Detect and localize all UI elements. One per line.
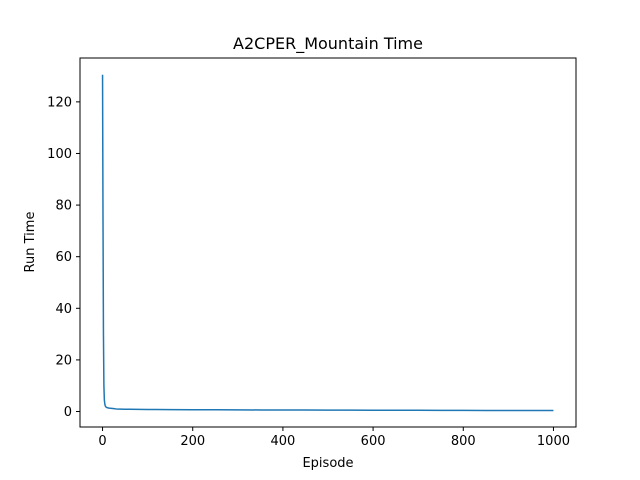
x-tick-label: 200	[180, 434, 205, 449]
x-axis-label: Episode	[302, 456, 353, 471]
y-tick-label: 40	[55, 302, 72, 317]
x-tick-label: 400	[270, 434, 295, 449]
y-axis-label: Run Time	[23, 212, 38, 273]
x-tick-label: 800	[451, 434, 476, 449]
series-layer	[101, 74, 554, 412]
y-axis: 0 20 40 60 80 100 120	[47, 95, 80, 420]
chart-title: A2CPER_Mountain Time	[233, 34, 423, 54]
y-tick-label: 60	[55, 250, 72, 265]
plot-frame	[79, 57, 577, 428]
y-tick-label: 100	[47, 147, 72, 162]
plot-area	[79, 57, 577, 428]
series-line-1	[101, 74, 554, 412]
y-tick-label: 20	[55, 353, 72, 368]
x-axis: 0 200 400 600 800 1000	[98, 427, 570, 449]
y-tick-label: 0	[64, 405, 72, 420]
y-tick-label: 120	[47, 95, 72, 110]
x-tick-label: 600	[361, 434, 386, 449]
x-tick-label: 0	[98, 434, 106, 449]
y-tick-label: 80	[55, 199, 72, 214]
x-tick-label: 1000	[537, 434, 570, 449]
